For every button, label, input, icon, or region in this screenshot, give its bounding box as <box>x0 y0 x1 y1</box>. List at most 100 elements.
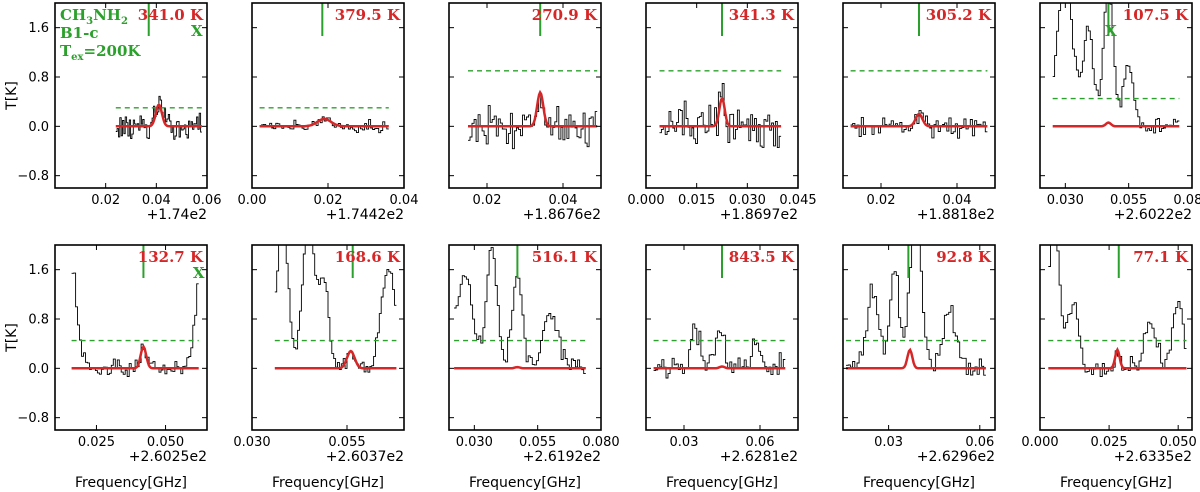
y-tick-label: −0.8 <box>17 169 49 184</box>
x-tick-label: 0.030 <box>729 193 766 208</box>
formula-part: CH <box>60 6 86 24</box>
model-spectrum <box>653 365 786 370</box>
excitation-temperature: Tex=200K <box>60 42 141 63</box>
observed-spectrum <box>71 272 199 377</box>
x-tick-label: 0.025 <box>78 435 115 450</box>
temperature-label: 516.1 K <box>532 248 598 266</box>
x-axis-label: Frequency[GHz] <box>469 475 581 491</box>
x-axis-label: Frequency[GHz] <box>272 475 384 491</box>
blend-mark: X <box>193 264 205 282</box>
x-tick-label: 0.050 <box>147 435 184 450</box>
x-tick-label: 0.06 <box>193 193 222 208</box>
x-tick-label: 0.045 <box>779 193 816 208</box>
x-tick-label: 0.000 <box>1021 435 1058 450</box>
axes-frame <box>1039 2 1193 189</box>
panel-p10: 0.03 0.06+2.6281e2 843.5 K Frequency[GHz] <box>645 244 799 491</box>
panel-p6: 0.030 0.055 0.080+2.6022e2 107.5 K X <box>1039 2 1200 223</box>
blend-mark: X <box>1105 22 1117 40</box>
panel-p9: 0.030 0.055 0.080+2.6192e2 516.1 K Frequency… <box>448 244 620 491</box>
temperature-label: 341.3 K <box>729 6 795 24</box>
plot-area <box>846 245 986 376</box>
model-spectrum <box>115 103 202 128</box>
x-tick-label: 0.030 <box>1047 193 1084 208</box>
x-tick-label: 0.02 <box>867 193 896 208</box>
model-spectrum <box>274 349 397 370</box>
x-tick-label: 0.02 <box>473 193 502 208</box>
axes-frame <box>54 244 208 431</box>
x-tick-label: 0.055 <box>328 435 365 450</box>
axes-frame <box>448 244 602 431</box>
subscript: 2 <box>121 16 128 27</box>
temperature-label: 305.2 K <box>926 6 992 24</box>
x-offset-label: +1.7442e2 <box>326 207 404 223</box>
model-spectrum <box>846 347 986 370</box>
y-tick-label: 1.6 <box>28 21 49 36</box>
temperature-label: 77.1 K <box>1133 248 1189 266</box>
tex-subscript: ex <box>71 52 84 63</box>
x-tick-label: 0.04 <box>142 193 171 208</box>
axes-frame <box>54 2 208 189</box>
temperature-label: 92.8 K <box>936 248 992 266</box>
temperature-label: 341.0 K <box>138 6 204 24</box>
x-tick-label: 0.00 <box>238 193 267 208</box>
axes-frame <box>842 244 996 431</box>
observed-spectrum <box>850 110 988 139</box>
plot-area <box>850 70 988 139</box>
x-offset-label: +2.6296e2 <box>917 449 995 465</box>
observed-spectrum <box>846 245 986 376</box>
axes-frame <box>251 244 405 431</box>
panel-p12: 0.000 0.025 0.050+2.6335e2 77.1 K Frequency[… <box>1021 244 1197 491</box>
temperature-label: 843.5 K <box>729 248 795 266</box>
temperature-label: 379.5 K <box>335 6 401 24</box>
x-tick-label: 0.06 <box>965 435 994 450</box>
x-tick-label: 0.080 <box>582 435 619 450</box>
x-offset-label: +2.6192e2 <box>523 449 601 465</box>
model-spectrum <box>259 117 389 128</box>
model-spectrum <box>1048 346 1187 370</box>
x-axis-label: Frequency[GHz] <box>75 475 187 491</box>
temperature-label: 132.7 K <box>138 248 204 266</box>
x-offset-label: +2.6037e2 <box>326 449 404 465</box>
axes-frame <box>645 2 799 189</box>
tex-symbol: T <box>60 42 72 60</box>
y-axis-label: T[K] <box>4 323 20 353</box>
axes-frame <box>448 2 602 189</box>
y-tick-label: 0.0 <box>28 362 49 377</box>
panel-p8: 0.030 0.055+2.6037e2 168.6 K Frequency[GHz] <box>233 244 405 491</box>
temperature-label: 270.9 K <box>532 6 598 24</box>
plot-area <box>274 245 397 373</box>
temperature-label: 107.5 K <box>1123 6 1189 24</box>
panel-p5: 0.02 0.04+1.8818e2 305.2 K <box>842 2 996 223</box>
model-spectrum <box>454 365 586 370</box>
x-tick-label: 0.04 <box>549 193 578 208</box>
axes-frame <box>645 244 799 431</box>
x-tick-label: 0.025 <box>1090 435 1127 450</box>
plot-area <box>659 70 782 149</box>
y-tick-label: 0.8 <box>28 71 49 86</box>
observed-spectrum <box>659 83 782 149</box>
x-tick-label: 0.055 <box>519 435 556 450</box>
x-axis-label: Frequency[GHz] <box>666 475 778 491</box>
temperature-label: 168.6 K <box>335 248 401 266</box>
model-spectrum <box>1052 121 1180 128</box>
x-offset-label: +1.8676e2 <box>523 207 601 223</box>
observed-spectrum <box>468 94 598 150</box>
blend-mark: X <box>191 22 203 40</box>
subscript: 3 <box>86 16 93 27</box>
x-offset-label: +1.8818e2 <box>917 207 995 223</box>
model-spectrum <box>468 89 598 128</box>
y-tick-label: 0.0 <box>28 120 49 135</box>
x-tick-label: 0.03 <box>874 435 903 450</box>
observed-spectrum <box>274 245 397 373</box>
plot-area <box>468 70 598 150</box>
x-offset-label: +2.6335e2 <box>1114 449 1192 465</box>
y-tick-label: 1.6 <box>28 263 49 278</box>
axes-frame <box>251 2 405 189</box>
plot-area <box>653 323 786 379</box>
observed-spectrum <box>1048 245 1187 377</box>
x-axis-label: Frequency[GHz] <box>1060 475 1172 491</box>
x-offset-label: +2.6281e2 <box>720 449 798 465</box>
model-spectrum <box>71 344 199 370</box>
